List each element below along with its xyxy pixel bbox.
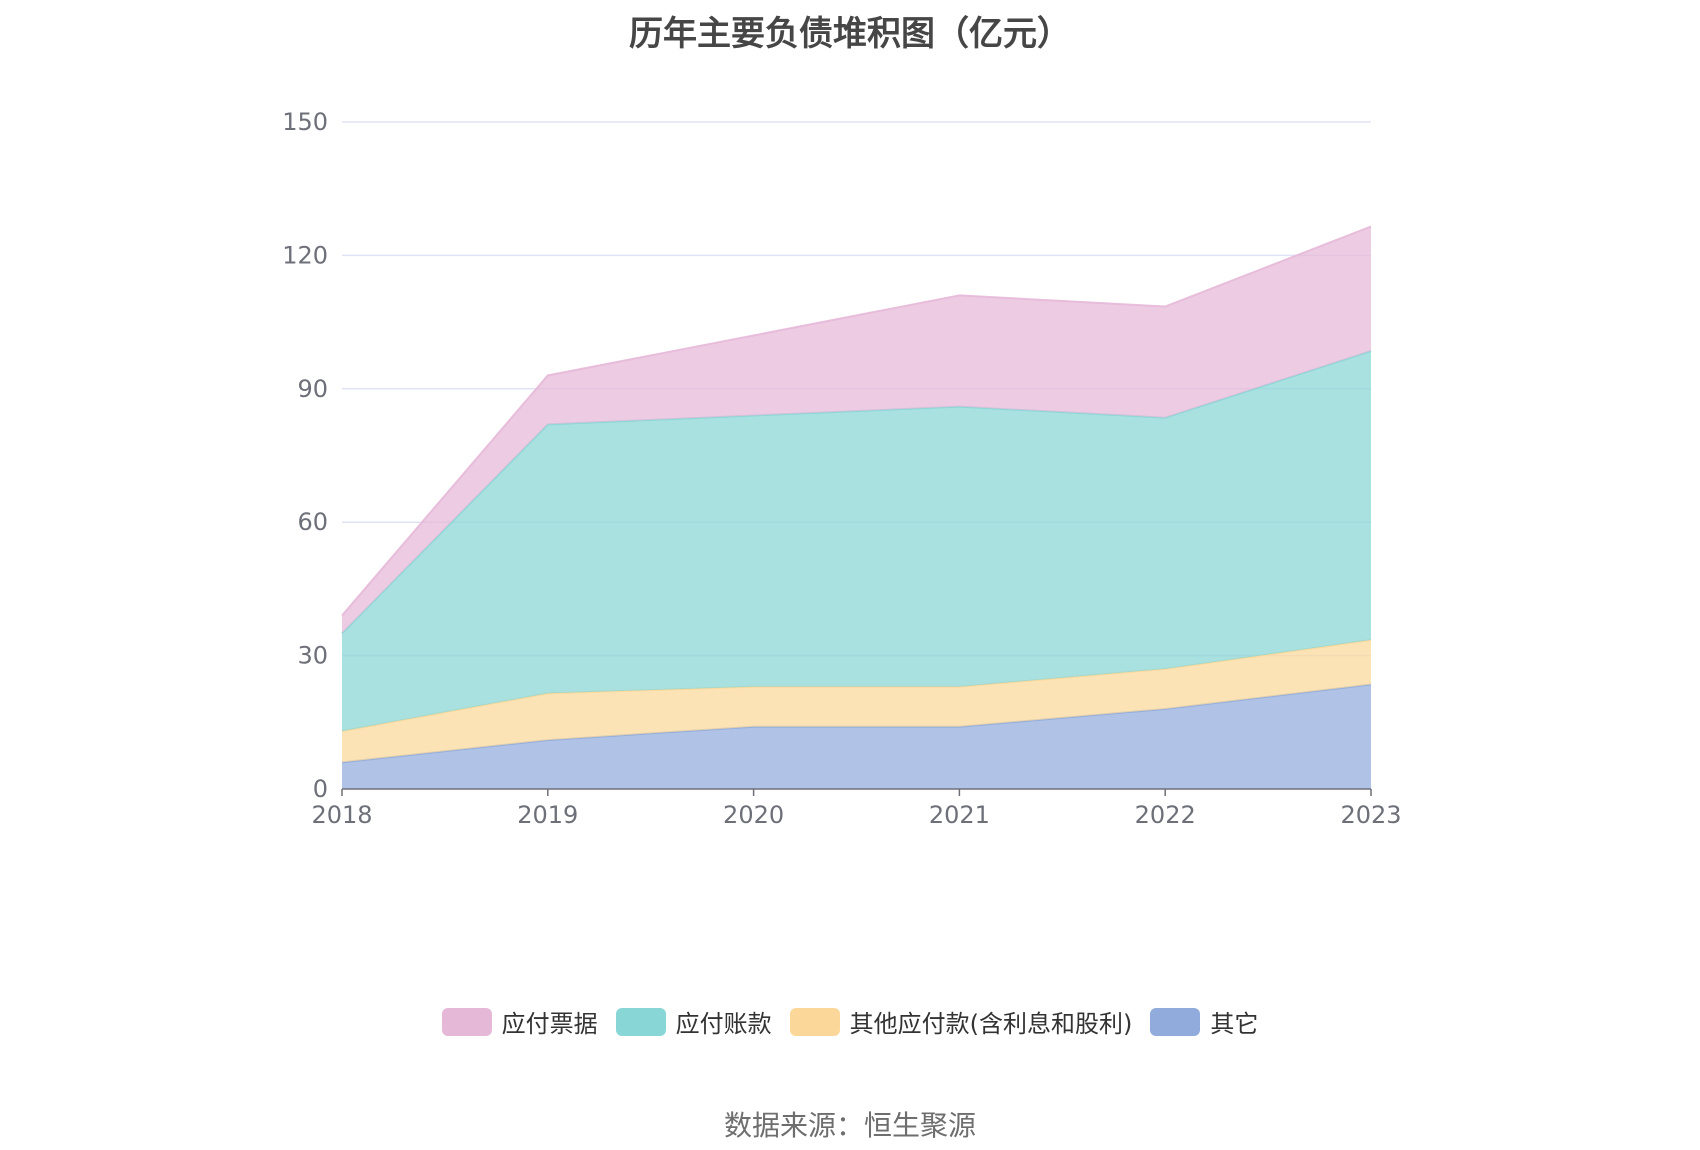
area-series-2 xyxy=(342,351,1371,732)
x-tick-label: 2020 xyxy=(723,801,784,829)
legend-label: 其它 xyxy=(1210,1010,1259,1038)
y-tick-label: 90 xyxy=(297,375,328,403)
legend-swatch xyxy=(441,1007,492,1036)
legend-item[interactable]: 应付账款 xyxy=(615,1004,772,1039)
y-tick-label: 30 xyxy=(297,642,328,670)
line-series-1 xyxy=(341,639,1372,733)
legend-swatch xyxy=(615,1007,666,1036)
x-tick-label: 2023 xyxy=(1340,801,1401,829)
legend: 应付票据 应付账款 其他应付款(含利息和股利) 其它 xyxy=(0,1004,1700,1039)
y-tick-label: 60 xyxy=(297,508,328,536)
x-tick-label: 2018 xyxy=(311,801,372,829)
area-series-0 xyxy=(342,684,1371,789)
y-tick-label: 150 xyxy=(282,108,328,136)
legend-item[interactable]: 其它 xyxy=(1150,1004,1258,1039)
source-note: 数据来源：恒生聚源 xyxy=(723,1109,976,1142)
chart-title: 历年主要负债堆积图（亿元） xyxy=(629,14,1071,54)
x-tick-label: 2019 xyxy=(517,801,578,829)
legend-swatch xyxy=(789,1007,840,1036)
x-tick-label: 2022 xyxy=(1135,801,1196,829)
legend-label: 应付票据 xyxy=(501,1010,598,1038)
legend-item[interactable]: 其他应付款(含利息和股利) xyxy=(789,1004,1133,1039)
y-tick-label: 0 xyxy=(313,775,328,803)
legend-label: 其他应付款(含利息和股利) xyxy=(849,1010,1133,1038)
area-series-3 xyxy=(342,226,1371,634)
legend-item[interactable]: 应付票据 xyxy=(441,1004,598,1039)
y-tick-label: 120 xyxy=(282,241,328,269)
area-series-1 xyxy=(342,640,1371,763)
line-series-3 xyxy=(341,225,1372,617)
legend-label: 应付账款 xyxy=(675,1010,772,1038)
x-tick-label: 2021 xyxy=(929,801,990,829)
legend-swatch xyxy=(1150,1007,1201,1036)
